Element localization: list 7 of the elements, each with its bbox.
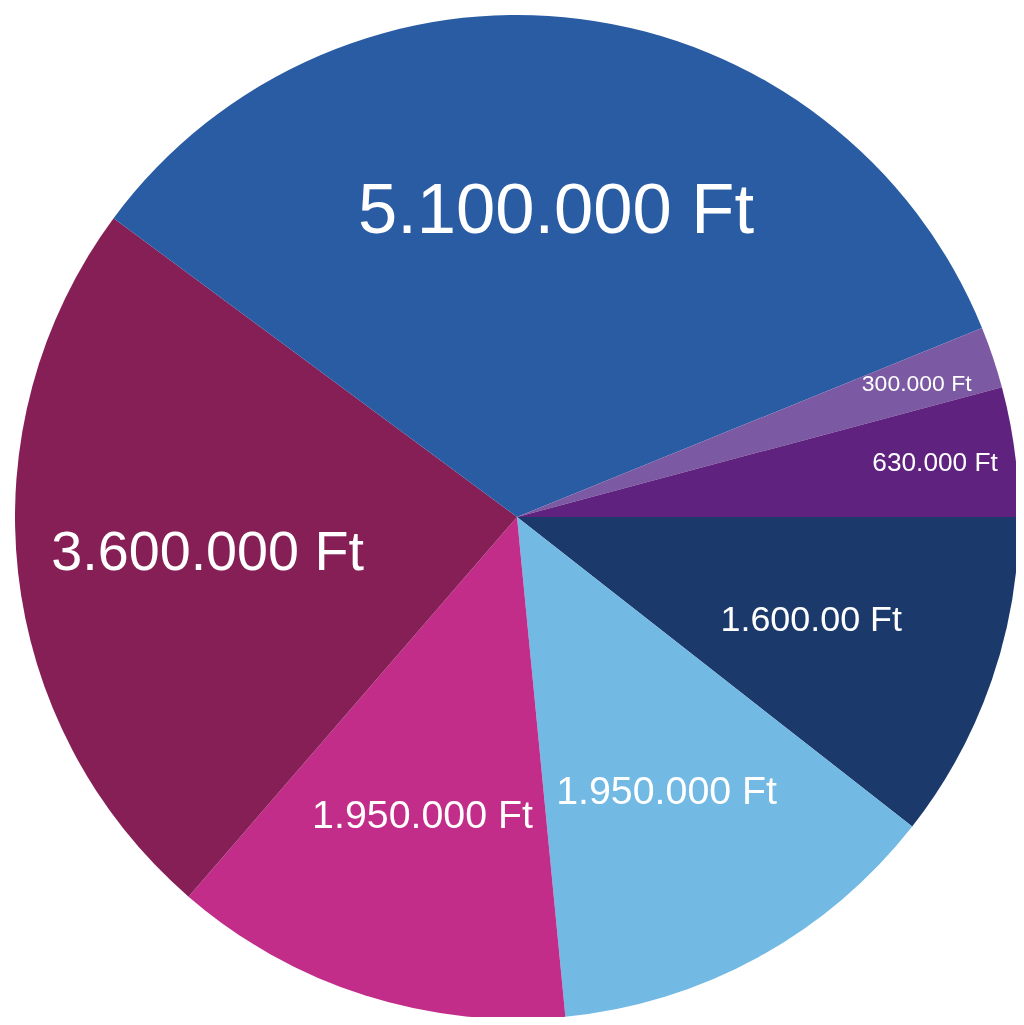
data-label: 5.100.000 Ft — [357, 168, 755, 248]
data-label: 630.000 Ft — [872, 447, 999, 477]
data-label: 3.600.000 Ft — [51, 520, 365, 583]
data-label: 300.000 Ft — [861, 369, 973, 396]
data-label: 1.950.000 Ft — [556, 767, 778, 812]
data-label: 1.600.00 Ft — [720, 598, 902, 639]
data-label: 1.950.000 Ft — [312, 791, 534, 836]
